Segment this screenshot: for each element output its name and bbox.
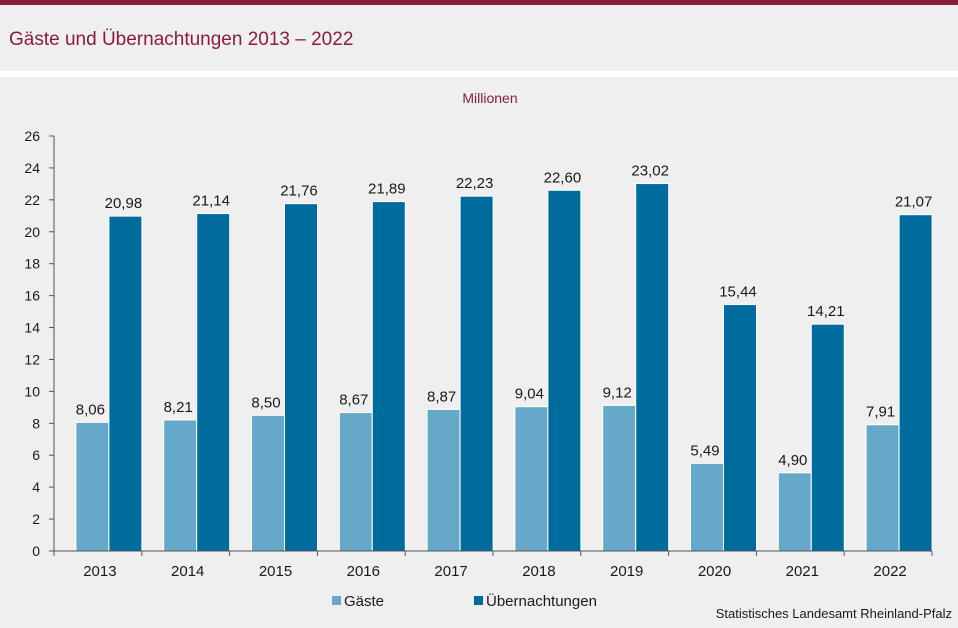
data-label: 8,21 [164, 399, 193, 416]
bar-gaeste-2015 [251, 414, 285, 552]
x-tick-label: 2018 [522, 563, 555, 580]
bar-uebernachtungen-2017 [459, 195, 494, 552]
bar-uebernachtungen-2014 [196, 213, 231, 552]
y-tick-label: 8 [32, 415, 40, 431]
bar-uebernachtungen-2018 [547, 189, 582, 552]
y-tick-label: 24 [24, 160, 40, 176]
data-label: 22,23 [456, 175, 494, 192]
legend-swatch-uebernachtungen [474, 596, 483, 605]
data-label: 20,98 [105, 195, 143, 212]
bar-uebernachtungen-2016 [371, 201, 406, 552]
y-tick-label: 12 [24, 351, 40, 367]
y-tick-label: 18 [24, 256, 40, 272]
data-label: 4,90 [778, 452, 807, 469]
unit-label: Millionen [462, 90, 517, 106]
x-tick-label: 2019 [610, 563, 643, 580]
data-label: 23,02 [631, 163, 669, 180]
data-label: 7,91 [866, 404, 895, 421]
x-tick-label: 2022 [873, 563, 906, 580]
y-tick-label: 14 [24, 320, 40, 336]
data-label: 22,60 [544, 169, 582, 186]
bar-gaeste-2014 [163, 419, 198, 552]
bars: 8,06 20,98 8,21 21,14 8,50 21,76 8,67 21,89 8,87… [75, 163, 933, 552]
bar-uebernachtungen-2013 [108, 215, 143, 552]
x-tick-label: 2020 [698, 563, 731, 580]
x-tick-label: 2014 [171, 563, 204, 580]
data-label: 21,07 [895, 194, 933, 211]
top-accent-rule [0, 0, 958, 5]
bar-uebernachtungen-2015 [284, 203, 318, 552]
y-tick-label: 4 [32, 479, 40, 495]
bar-uebernachtungen-2022 [898, 214, 933, 552]
bar-gaeste-2020 [690, 462, 724, 552]
data-label: 8,06 [76, 401, 105, 418]
y-tick-label: 16 [24, 288, 40, 304]
data-label: 5,49 [690, 442, 719, 459]
bar-gaeste-2013 [75, 421, 110, 552]
x-tick-label: 2017 [434, 563, 467, 580]
x-tick-label: 2021 [786, 563, 819, 580]
source-note: Statistisches Landesamt Rheinland-Pfalz [715, 606, 952, 621]
bar-uebernachtungen-2021 [810, 323, 845, 552]
header: Gäste und Übernachtungen 2013 – 2022 [0, 5, 958, 71]
chart-title: Gäste und Übernachtungen 2013 – 2022 [9, 29, 354, 50]
x-tick-label: 2015 [259, 563, 292, 580]
data-label: 8,50 [251, 394, 280, 411]
y-tick-label: 22 [24, 192, 40, 208]
data-label: 8,87 [427, 388, 456, 405]
bar-uebernachtungen-2020 [723, 304, 757, 552]
data-label: 21,14 [192, 193, 230, 210]
legend-label: Gäste [344, 593, 384, 610]
x-tick-label: 2013 [83, 563, 116, 580]
legend: Gäste Übernachtungen [332, 592, 597, 610]
data-label: 21,76 [280, 183, 318, 200]
data-label: 14,21 [807, 303, 845, 320]
x-tick-label: 2016 [347, 563, 380, 580]
bar-gaeste-2019 [602, 404, 637, 552]
y-tick-label: 2 [32, 511, 40, 527]
bar-uebernachtungen-2019 [635, 183, 670, 552]
data-label: 9,12 [603, 384, 632, 401]
bar-gaeste-2016 [338, 412, 373, 552]
y-tick-label: 26 [24, 128, 40, 144]
legend-swatch-gaeste [332, 596, 341, 605]
data-label: 15,44 [719, 284, 757, 301]
y-tick-label: 0 [32, 543, 40, 559]
y-tick-label: 10 [24, 383, 40, 399]
bar-gaeste-2022 [865, 424, 900, 552]
bar-gaeste-2017 [426, 408, 461, 552]
bar-gaeste-2018 [514, 406, 549, 552]
y-tick-label: 20 [24, 224, 40, 240]
data-label: 9,04 [515, 386, 544, 403]
legend-label: Übernachtungen [486, 592, 597, 610]
data-label: 8,67 [339, 392, 368, 409]
data-label: 21,89 [368, 181, 406, 198]
bar-gaeste-2021 [777, 472, 812, 552]
y-tick-label: 6 [32, 447, 40, 463]
x-axis: 2013 2014 2015 2016 2017 2018 2019 2020 2021 2022 [53, 550, 933, 580]
